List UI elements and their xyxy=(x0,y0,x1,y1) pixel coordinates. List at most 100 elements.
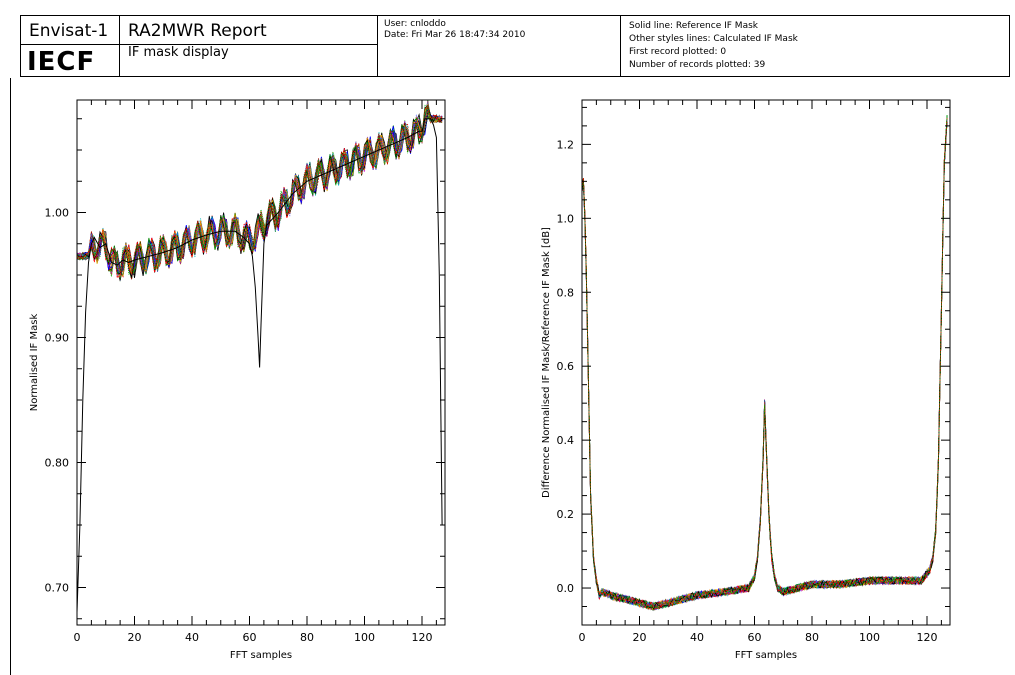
x-tick-label: 120 xyxy=(412,631,433,644)
calculated-series-line xyxy=(77,109,443,274)
y-tick-label: 0.4 xyxy=(557,434,575,447)
calculated-series-line xyxy=(582,114,948,611)
calculated-series-line xyxy=(77,109,443,276)
calculated-series-line xyxy=(77,112,443,274)
x-tick-label: 20 xyxy=(633,631,647,644)
chart-2: 0 20 40 60 80 100 120 0.0 0.2 0.4 0.6 0.8 1.0 1.2 FFT … xyxy=(541,99,951,661)
calculated-series-line xyxy=(77,104,443,279)
calculated-series-line xyxy=(582,119,948,610)
user-date-cell: User: cnloddo Date: Fri Mar 26 18:47:34 … xyxy=(377,15,621,77)
title-divider xyxy=(120,44,377,45)
calculated-series-line xyxy=(582,118,948,609)
y-tick-label: 0.8 xyxy=(557,286,575,299)
calculated-series-line xyxy=(77,100,443,279)
calculated-series-line xyxy=(582,120,948,610)
y-tick-label: 0.90 xyxy=(45,332,70,345)
report-title: RA2MWR Report xyxy=(128,21,267,41)
calculated-series-line xyxy=(582,116,948,610)
x-tick-label: 40 xyxy=(690,631,704,644)
x-tick-label: 0 xyxy=(74,631,81,644)
calculated-series-line xyxy=(582,115,948,610)
calculated-series-line xyxy=(77,101,443,277)
y-tick-label: 0.70 xyxy=(45,582,70,595)
calculated-series-line xyxy=(582,120,948,611)
calculated-series-line xyxy=(582,116,948,610)
legend-line-3: First record plotted: 0 xyxy=(629,47,727,57)
x-tick-label: 100 xyxy=(859,631,880,644)
calculated-series-line xyxy=(582,120,948,611)
calculated-series-line xyxy=(582,120,948,611)
calculated-series-line xyxy=(582,119,948,610)
user-line: User: cnloddo xyxy=(384,19,446,29)
calculated-series-line xyxy=(582,115,948,609)
calculated-series-line xyxy=(77,102,443,281)
data-lines xyxy=(582,114,948,612)
plot-frame xyxy=(76,99,446,626)
facility-label: IECF xyxy=(27,47,96,77)
calculated-series-line xyxy=(582,120,948,609)
calculated-series-line xyxy=(77,105,443,282)
y-tick-label: 1.00 xyxy=(45,207,70,220)
plot-frame xyxy=(581,99,951,626)
calculated-series-line xyxy=(582,118,948,611)
calculated-series-line xyxy=(582,120,948,611)
calculated-series-line xyxy=(582,118,948,611)
calculated-series-line xyxy=(77,103,443,276)
calculated-series-line xyxy=(77,105,443,278)
calculated-series-line xyxy=(77,104,443,280)
calculated-series-line xyxy=(77,104,443,278)
report-subtitle: IF mask display xyxy=(128,45,229,60)
calculated-series-line xyxy=(77,102,443,277)
calculated-series-line xyxy=(77,105,443,278)
calculated-series-line xyxy=(582,118,948,609)
x-tick-label: 80 xyxy=(805,631,819,644)
x-tick-label: 40 xyxy=(185,631,199,644)
calculated-series-line xyxy=(77,107,443,279)
x-tick-label: 120 xyxy=(917,631,938,644)
calculated-series-line xyxy=(77,111,443,275)
x-tick-label: 60 xyxy=(748,631,762,644)
calculated-series-line xyxy=(77,105,443,277)
calculated-series-line xyxy=(582,116,948,610)
calculated-series-line xyxy=(77,111,443,278)
calculated-series-line xyxy=(77,107,443,280)
x-axis-title: FFT samples xyxy=(230,650,292,661)
calculated-series-line xyxy=(582,117,948,611)
calculated-series-line xyxy=(77,111,443,278)
calculated-series-line xyxy=(582,118,948,610)
y-tick-label: 0.0 xyxy=(557,582,575,595)
mission-cell: Envisat-1 IECF xyxy=(20,15,120,77)
calculated-series-line xyxy=(582,119,948,610)
calculated-series-line xyxy=(77,110,443,275)
mission-label: Envisat-1 xyxy=(29,21,109,41)
calculated-series-line xyxy=(77,104,443,281)
x-tick-label: 0 xyxy=(579,631,586,644)
report-header: Envisat-1 IECF RA2MWR Report IF mask dis… xyxy=(20,15,1010,77)
calculated-series-line xyxy=(77,107,443,275)
calculated-series-line xyxy=(77,104,443,275)
y-axis-title: Normalised IF Mask xyxy=(29,314,40,412)
calculated-series-line xyxy=(77,104,443,278)
legend-line-4: Number of records plotted: 39 xyxy=(629,60,766,70)
calculated-series-line xyxy=(77,108,443,277)
calculated-series-line xyxy=(582,121,948,609)
calculated-series-line xyxy=(582,121,948,611)
calculated-series-line xyxy=(582,121,948,610)
calculated-series-line xyxy=(77,101,443,277)
x-axis-title: FFT samples xyxy=(735,650,797,661)
title-cell: RA2MWR Report IF mask display xyxy=(119,15,378,77)
legend-line-1: Solid line: Reference IF Mask xyxy=(629,21,758,31)
reference-series-line xyxy=(77,118,443,613)
calculated-series-line xyxy=(582,115,948,611)
calculated-series-line xyxy=(582,116,948,610)
calculated-series-line xyxy=(582,119,948,611)
y-tick-label: 0.80 xyxy=(45,457,70,470)
calculated-series-line xyxy=(77,101,443,281)
data-lines xyxy=(77,100,443,613)
page-left-border xyxy=(10,78,11,675)
calculated-series-line xyxy=(77,104,443,278)
legend-cell: Solid line: Reference IF Mask Other styl… xyxy=(620,15,1010,77)
calculated-series-line xyxy=(582,119,948,611)
calculated-series-line xyxy=(582,118,948,612)
